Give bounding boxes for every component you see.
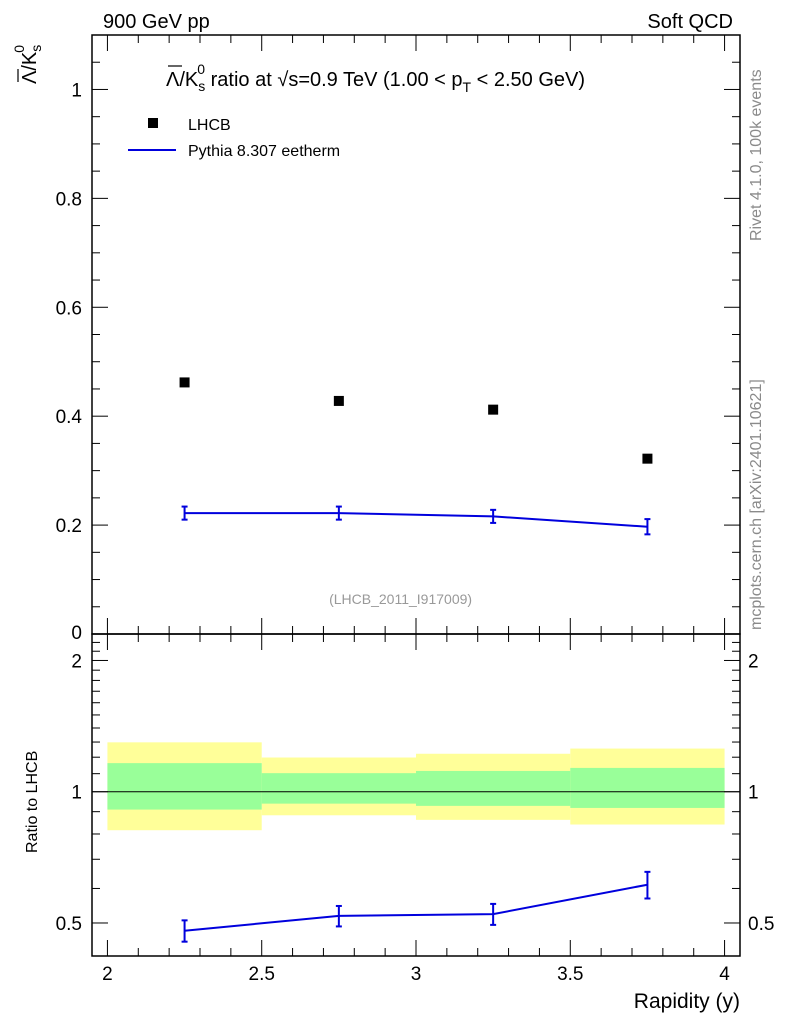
data-point (642, 453, 653, 464)
ratio-band-inner (570, 767, 725, 808)
ratio-band-inner (261, 773, 416, 804)
x-tick-label: 2.5 (249, 964, 275, 985)
legend-marker-data (148, 118, 158, 128)
ylabel-part: Λ/K (19, 51, 41, 84)
header-right: Soft QCD (647, 11, 733, 33)
watermark-label: (LHCB_2011_I917009) (329, 591, 472, 607)
ylabel-sup: 0 (11, 45, 27, 53)
ratio-line (184, 883, 648, 932)
ratio-panel: 0.5 0.5 1 1 2 2 2 2.5 3 3.5 4 Rapidity (y) Ratio to … (24, 633, 774, 1013)
y-axis-label-text: Λ/Ks0 (11, 45, 44, 84)
ratio-y-tick-label-right: 0.5 (748, 914, 774, 935)
x-axis-label: Rapidity (y) (634, 990, 740, 1013)
data-point (179, 377, 190, 388)
y-tick-label: 0 (71, 623, 82, 644)
data-point (488, 404, 499, 415)
legend-label-data: LHCB (188, 117, 231, 134)
data-point (333, 395, 344, 406)
title-part: Λ/K (166, 69, 199, 91)
ratio-y-tick-label: 2 (71, 651, 82, 672)
ratio-y-tick-label-right: 2 (748, 651, 759, 672)
ratio-band-inner (107, 763, 262, 810)
x-tick-label: 4 (719, 964, 730, 985)
header-left: 900 GeV pp (103, 11, 210, 33)
y-axis-label: Λ/Ks0 (11, 45, 44, 84)
chart-title: Λ/Ks0 ratio at √s=0.9 TeV (1.00 < pT < 2… (166, 61, 585, 95)
title-sqrt: √ (277, 69, 288, 91)
upper-panel: (LHCB_2011_I917009)Λ/Ks0 ratio at √s=0.9… (11, 34, 741, 644)
ratio-y-axis-label: Ratio to LHCB (24, 751, 41, 853)
ylabel-sub: s (28, 45, 44, 52)
y-tick-label: 0.6 (56, 298, 82, 319)
mc-line (184, 512, 648, 528)
x-tick-label: 2 (102, 964, 113, 985)
ratio-y-tick-label: 0.5 (56, 914, 82, 935)
x-tick-label: 3 (411, 964, 422, 985)
ratio-band-inner (416, 770, 571, 806)
lower-frame (91, 633, 741, 957)
y-tick-label: 0.8 (56, 189, 82, 210)
y-tick-label: 0.4 (56, 407, 83, 428)
title-part: s=0.9 TeV (1.00 < p (288, 69, 462, 91)
mcplots-label: mcplots.cern.ch [arXiv:2401.10621] (748, 379, 765, 630)
ratio-y-tick-label: 1 (71, 783, 82, 804)
legend-label-mc: Pythia 8.307 eetherm (188, 143, 340, 160)
title-part: ratio at (205, 69, 277, 91)
y-tick-label: 0.2 (56, 516, 82, 537)
title-sup: 0 (197, 61, 205, 77)
ratio-y-tick-label-right: 1 (748, 783, 759, 804)
title-part: < 2.50 GeV) (471, 69, 585, 91)
x-tick-label: 3.5 (557, 964, 583, 985)
title-sub: T (463, 79, 472, 95)
title-sub: s (198, 78, 205, 94)
rivet-label: Rivet 4.1.0, 100k events (748, 69, 765, 241)
y-tick-label: 1 (71, 80, 82, 101)
